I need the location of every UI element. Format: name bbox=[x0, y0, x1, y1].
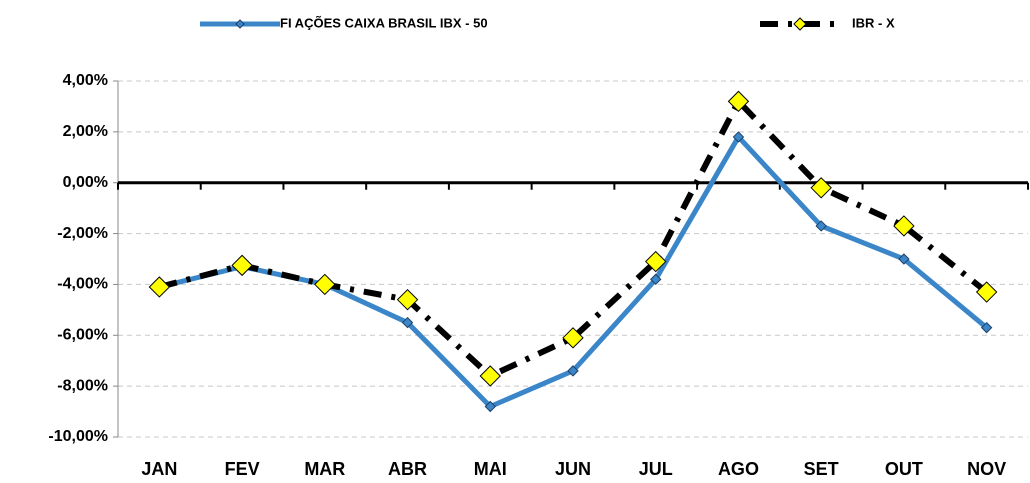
marker bbox=[314, 273, 336, 296]
y-tick-label: -10,00% bbox=[48, 428, 108, 445]
marker bbox=[401, 316, 414, 329]
marker bbox=[898, 253, 910, 265]
marker bbox=[810, 177, 832, 199]
marker bbox=[148, 276, 171, 298]
y-tick-label: -2,00% bbox=[57, 225, 108, 242]
marker bbox=[727, 90, 750, 113]
marker bbox=[980, 321, 993, 334]
legend-label: FI AÇÕES CAIXA BRASIL IBX - 50 bbox=[280, 15, 488, 30]
marker bbox=[396, 288, 419, 311]
x-tick-label: FEV bbox=[225, 459, 260, 479]
marker bbox=[893, 215, 915, 237]
marker bbox=[732, 131, 745, 143]
marker bbox=[479, 365, 501, 387]
marker bbox=[975, 281, 998, 303]
marker bbox=[231, 254, 253, 277]
x-tick-label: AGO bbox=[718, 459, 759, 479]
x-tick-label: MAR bbox=[304, 459, 345, 479]
marker bbox=[650, 273, 662, 286]
marker bbox=[562, 327, 584, 349]
x-tick-label: JUN bbox=[555, 459, 591, 479]
marker bbox=[645, 250, 667, 273]
y-tick-label: -6,00% bbox=[57, 327, 108, 344]
x-tick-label: JAN bbox=[141, 459, 177, 479]
legend-marker bbox=[793, 17, 807, 31]
y-tick-label: -4,00% bbox=[57, 276, 108, 293]
x-tick-label: JUL bbox=[639, 459, 673, 479]
marker bbox=[815, 220, 827, 232]
y-tick-label: 4,00% bbox=[63, 72, 108, 89]
y-tick-label: 0,00% bbox=[63, 174, 108, 191]
marker bbox=[484, 400, 496, 413]
series-line bbox=[158, 98, 989, 379]
x-tick-label: MAI bbox=[474, 459, 507, 479]
legend-label: IBR - X bbox=[852, 15, 895, 30]
legend-marker bbox=[235, 19, 245, 29]
marker bbox=[567, 365, 579, 377]
x-tick-label: OUT bbox=[885, 459, 923, 479]
x-tick-label: NOV bbox=[967, 459, 1006, 479]
x-tick-label: SET bbox=[804, 459, 839, 479]
y-tick-label: -8,00% bbox=[57, 377, 108, 394]
y-tick-label: 2,00% bbox=[63, 123, 108, 140]
x-tick-label: ABR bbox=[388, 459, 427, 479]
